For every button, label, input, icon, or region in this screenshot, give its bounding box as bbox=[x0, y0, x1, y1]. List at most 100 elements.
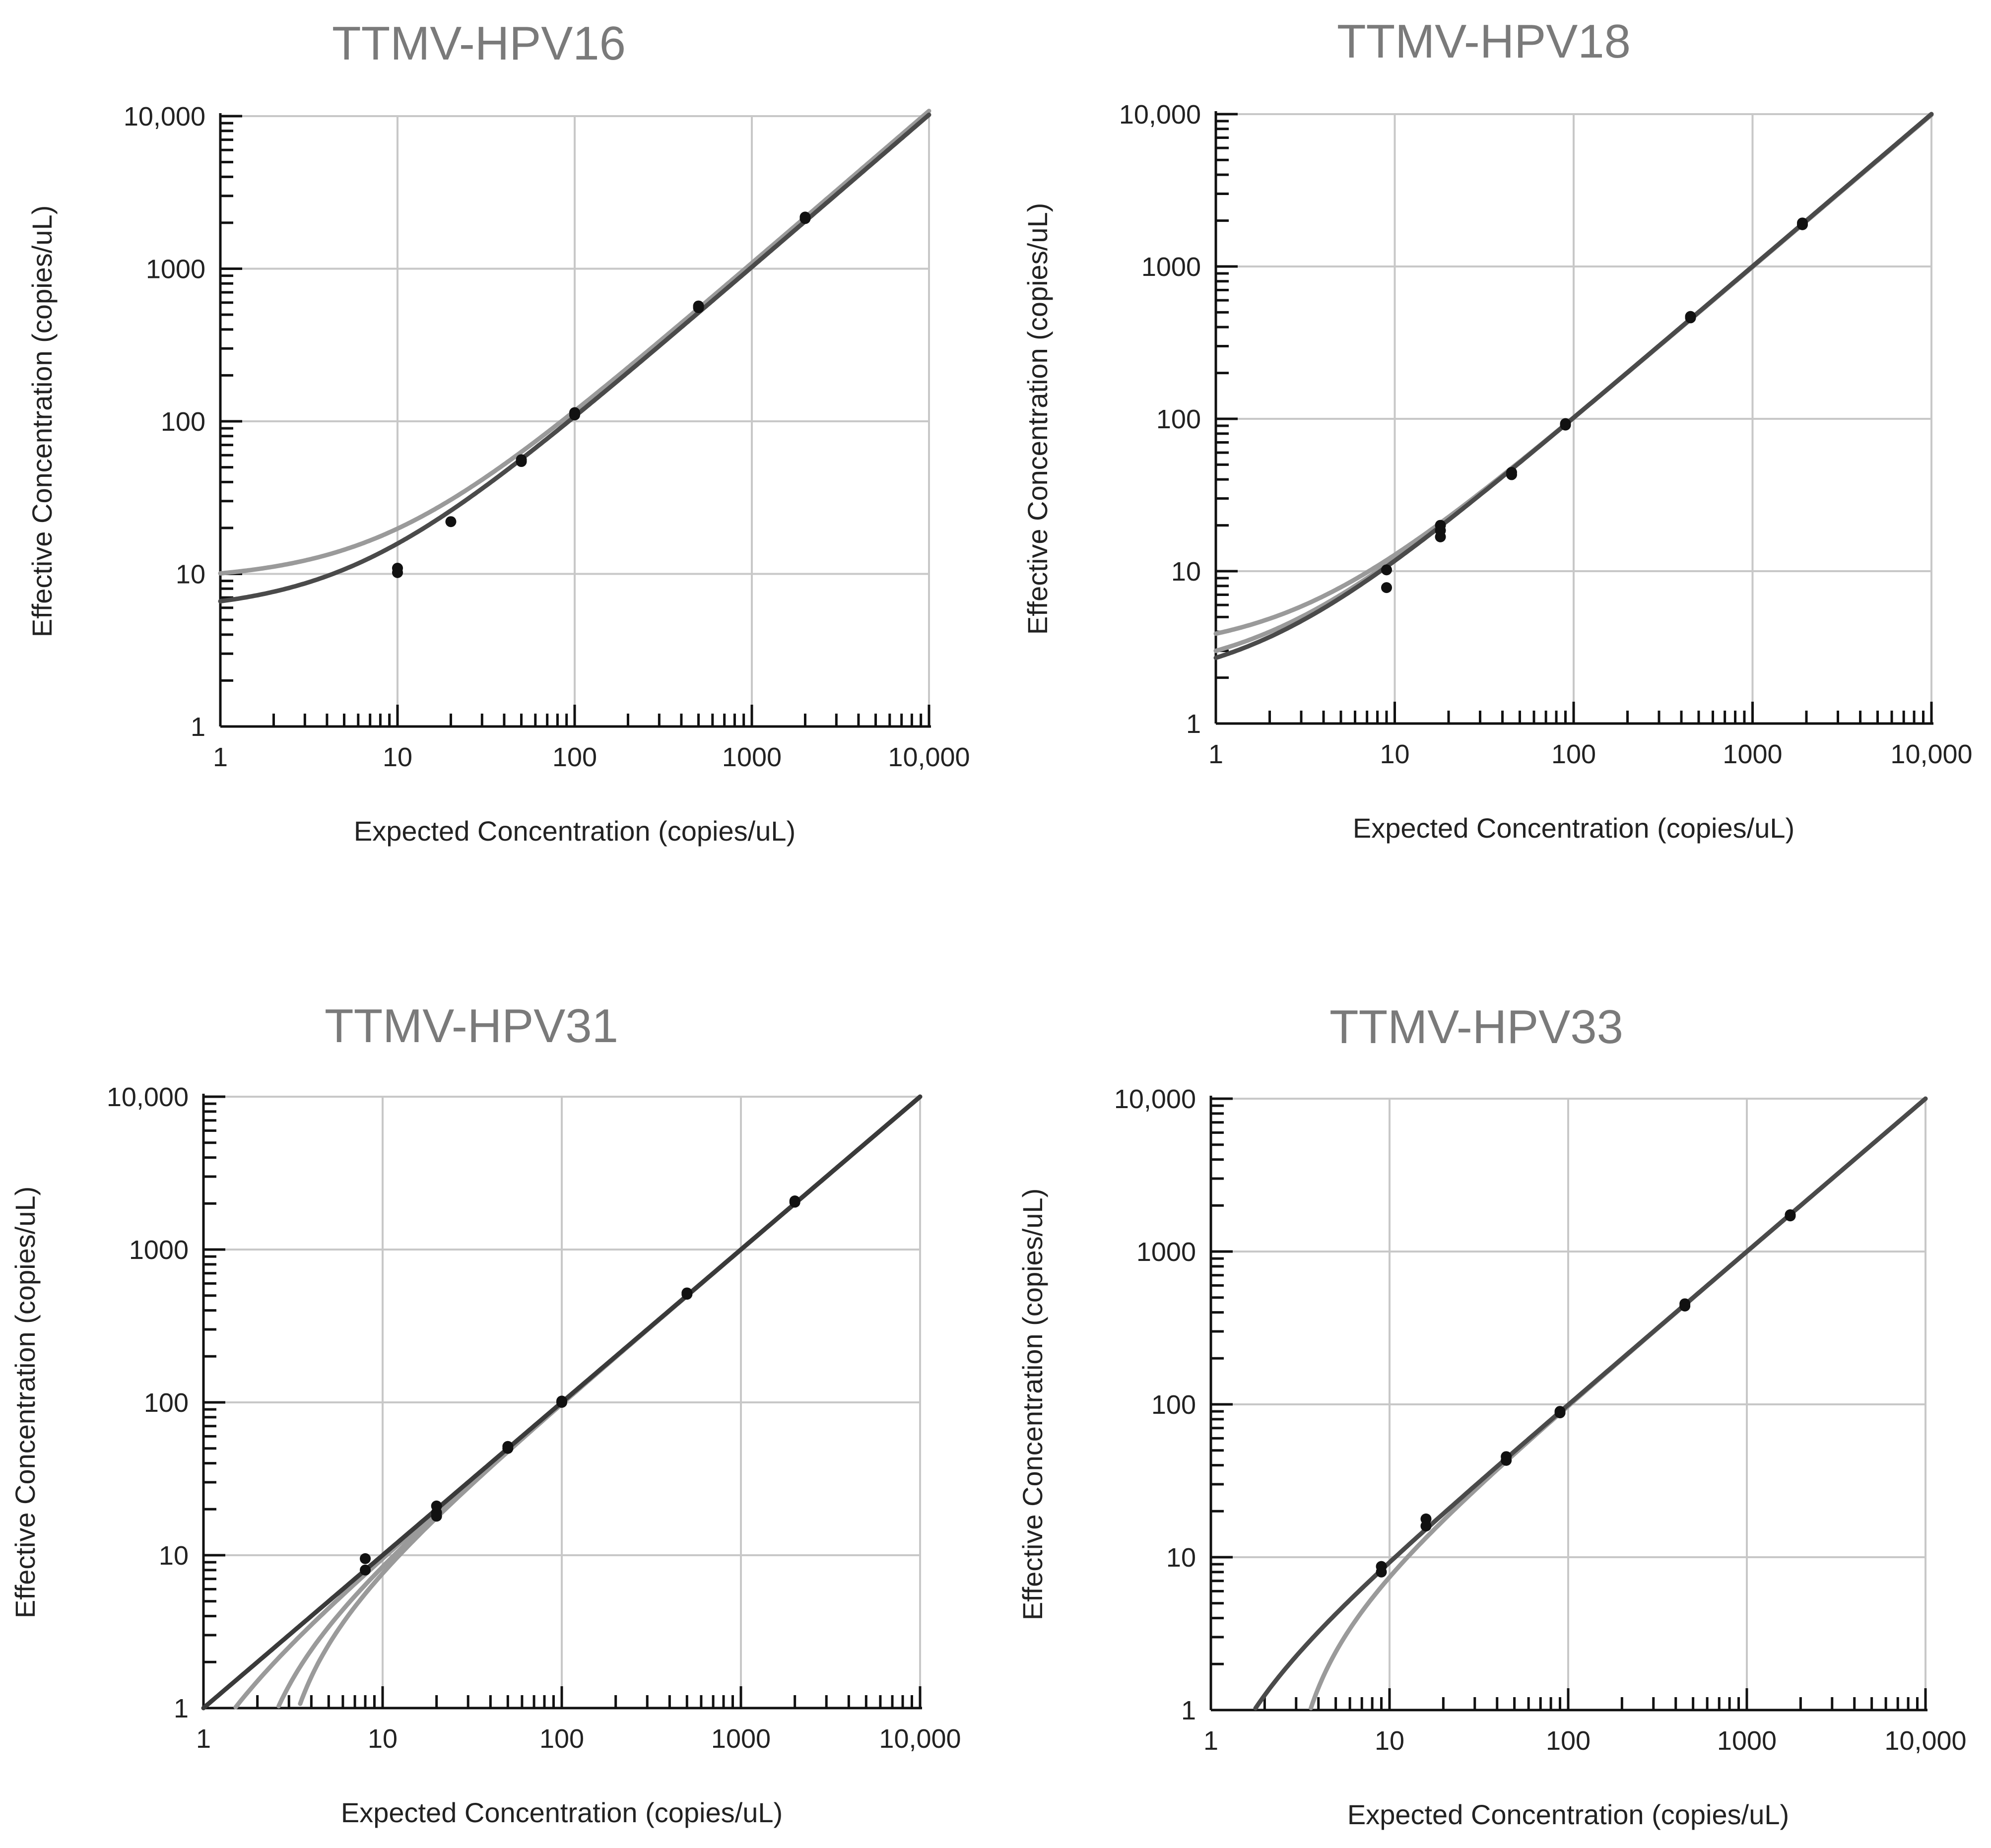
y-tick-label: 10 bbox=[1166, 1543, 1196, 1573]
chart-title: TTMV-HPV16 bbox=[332, 17, 626, 70]
x-tick-label: 1000 bbox=[1717, 1726, 1777, 1756]
x-tick-label: 10,000 bbox=[1890, 739, 1972, 769]
x-tick-label: 1000 bbox=[711, 1724, 771, 1754]
y-tick-label: 100 bbox=[144, 1388, 189, 1418]
y-tick-labels: 1 10 100 1000 10,000 bbox=[1119, 100, 1201, 739]
y-tick-label: 10,000 bbox=[107, 1082, 189, 1112]
y-tick-label: 10,000 bbox=[1119, 100, 1201, 130]
y-tick-label: 100 bbox=[1156, 404, 1201, 434]
panel-ttmv-hpv16: TTMV-HPV16 Expected Concentration (copie… bbox=[26, 17, 970, 847]
data-point bbox=[1796, 217, 1808, 229]
y-tick-label: 100 bbox=[1151, 1390, 1196, 1420]
data-point bbox=[1420, 1513, 1432, 1524]
x-tick-label: 10,000 bbox=[888, 742, 970, 772]
fit-curve bbox=[1213, 112, 1934, 660]
data-point bbox=[502, 1441, 514, 1452]
axes bbox=[202, 1094, 922, 1710]
x-tick-labels: 1 10 100 1000 10,000 bbox=[213, 742, 970, 772]
x-tick-label: 10 bbox=[1380, 739, 1409, 769]
y-axis-label: Effective Concentration (copies/uL) bbox=[1017, 1188, 1048, 1621]
x-tick-label: 1 bbox=[196, 1724, 211, 1754]
data-point bbox=[392, 562, 403, 574]
panel-ttmv-hpv31: TTMV-HPV31 Expected Concentration (copie… bbox=[9, 999, 961, 1828]
chart-title: TTMV-HPV31 bbox=[325, 999, 618, 1053]
x-tick-label: 1000 bbox=[722, 742, 782, 772]
y-tick-labels: 1 10 100 1000 10,000 bbox=[107, 1082, 189, 1723]
x-tick-label: 10 bbox=[368, 1724, 398, 1754]
data-point bbox=[1506, 466, 1517, 478]
y-axis-label: Effective Concentration (copies/uL) bbox=[1022, 203, 1053, 635]
data-points bbox=[1381, 217, 1808, 594]
data-point bbox=[1685, 311, 1696, 322]
x-tick-label: 100 bbox=[552, 742, 597, 772]
y-tick-label: 10 bbox=[1171, 557, 1201, 587]
y-tick-labels: 1 10 100 1000 10,000 bbox=[1114, 1084, 1196, 1725]
data-points bbox=[392, 211, 811, 578]
grid-lines bbox=[1211, 1098, 1926, 1710]
x-tick-labels: 1 10 100 1000 10,000 bbox=[1203, 1726, 1967, 1756]
data-point bbox=[569, 407, 580, 418]
y-tick-label: 1000 bbox=[1136, 1237, 1196, 1267]
y-tick-label: 10,000 bbox=[124, 102, 205, 132]
x-tick-label: 10,000 bbox=[879, 1724, 961, 1754]
axes bbox=[1209, 1096, 1927, 1712]
x-tick-label: 1 bbox=[1208, 739, 1223, 769]
data-point bbox=[1679, 1298, 1691, 1310]
x-tick-label: 1 bbox=[1203, 1726, 1218, 1756]
x-axis-label: Expected Concentration (copies/uL) bbox=[1347, 1799, 1789, 1830]
y-tick-labels: 1 10 100 1000 10,000 bbox=[124, 102, 205, 742]
grid-lines bbox=[1216, 113, 1932, 724]
data-point bbox=[1376, 1561, 1387, 1572]
axes bbox=[219, 113, 931, 728]
x-tick-label: 1000 bbox=[1723, 739, 1782, 769]
y-axis-label: Effective Concentration (copies/uL) bbox=[26, 205, 58, 638]
x-tick-label: 100 bbox=[1546, 1726, 1591, 1756]
y-tick-label: 10 bbox=[159, 1541, 189, 1571]
data-point bbox=[1381, 582, 1393, 594]
data-point bbox=[799, 211, 811, 223]
x-tick-label: 1 bbox=[213, 742, 228, 772]
chart-title: TTMV-HPV18 bbox=[1337, 15, 1631, 68]
y-tick-label: 1 bbox=[174, 1694, 189, 1723]
y-tick-label: 1 bbox=[191, 712, 205, 742]
y-tick-label: 10 bbox=[176, 560, 205, 590]
data-point bbox=[681, 1287, 693, 1299]
y-tick-label: 1 bbox=[1181, 1696, 1196, 1725]
data-point bbox=[1381, 564, 1393, 576]
x-tick-label: 100 bbox=[1551, 739, 1596, 769]
data-point bbox=[431, 1500, 442, 1512]
y-tick-label: 1000 bbox=[146, 255, 205, 284]
x-tick-labels: 1 10 100 1000 10,000 bbox=[196, 1724, 961, 1754]
x-axis-label: Expected Concentration (copies/uL) bbox=[1353, 812, 1794, 844]
data-points bbox=[1376, 1209, 1796, 1578]
panel-ttmv-hpv18: TTMV-HPV18 Expected Concentration (copie… bbox=[1022, 15, 1973, 844]
data-point bbox=[1501, 1451, 1512, 1462]
y-axis-label: Effective Concentration (copies/uL) bbox=[9, 1187, 41, 1619]
data-point bbox=[360, 1564, 371, 1576]
x-tick-label: 100 bbox=[539, 1724, 584, 1754]
data-point bbox=[556, 1395, 567, 1407]
data-point bbox=[1785, 1209, 1796, 1220]
fit-curve bbox=[298, 1094, 923, 1706]
data-point bbox=[1435, 520, 1446, 531]
chart-title: TTMV-HPV33 bbox=[1329, 1000, 1623, 1054]
fit-curve bbox=[1309, 1096, 1928, 1711]
y-tick-label: 1 bbox=[1186, 709, 1201, 739]
data-point bbox=[789, 1195, 800, 1207]
data-point bbox=[516, 454, 527, 465]
fit-curves bbox=[1213, 112, 1934, 660]
fit-curves bbox=[1253, 1096, 1928, 1711]
x-tick-label: 10,000 bbox=[1884, 1726, 1966, 1756]
x-axis-label: Expected Concentration (copies/uL) bbox=[341, 1797, 783, 1828]
y-tick-label: 1000 bbox=[129, 1235, 189, 1265]
data-point bbox=[1554, 1406, 1566, 1417]
data-point bbox=[1560, 418, 1571, 429]
y-tick-label: 1000 bbox=[1141, 252, 1201, 282]
data-point bbox=[445, 516, 457, 528]
panel-ttmv-hpv33: TTMV-HPV33 Expected Concentration (copie… bbox=[1017, 1000, 1967, 1830]
y-tick-label: 100 bbox=[161, 407, 205, 437]
data-points bbox=[360, 1195, 800, 1576]
fit-curve bbox=[1253, 1096, 1928, 1711]
x-axis-label: Expected Concentration (copies/uL) bbox=[354, 815, 796, 847]
